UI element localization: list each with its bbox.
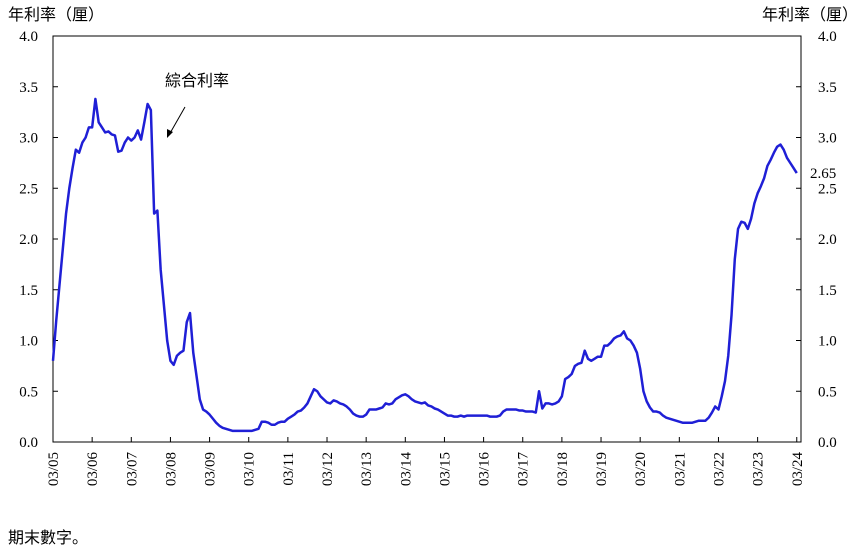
x-tick-label: 03/05 [46,452,62,486]
x-tick-label: 03/17 [516,452,532,487]
x-tick-label: 03/07 [124,452,140,487]
x-tick-label: 03/15 [437,452,453,486]
x-tick-label: 03/06 [85,452,101,487]
y-tick-label: 4.0 [19,29,38,45]
y-axis-label: 年利率（厘） [8,5,104,24]
y-tick-label: 2.0 [19,232,38,248]
x-tick-label: 03/18 [555,452,571,486]
y2-tick-label: 1.0 [818,334,837,350]
x-tick-label: 03/11 [281,452,297,486]
series-label: 綜合利率 [165,71,229,90]
y2-tick-label: 2.0 [818,232,837,248]
footnote: 期末數字。 [8,528,88,547]
x-tick-label: 03/12 [320,452,336,486]
x-tick-label: 03/19 [594,452,610,486]
y2-tick-label: 3.5 [818,80,837,96]
y2-tick-label: 2.5 [818,181,837,197]
y2-tick-label: 0.0 [818,435,837,451]
x-tick-label: 03/22 [711,452,727,486]
x-tick-label: 03/21 [672,452,688,486]
x-tick-label: 03/16 [477,452,493,487]
y-tick-label: 1.0 [19,334,38,350]
y2-tick-label: 3.0 [818,131,837,147]
x-tick-label: 03/09 [203,452,219,486]
x-tick-label: 03/10 [242,452,258,486]
y-tick-label: 1.5 [19,283,38,299]
plot-frame [52,35,802,443]
end-label: 2.65 [810,166,836,182]
y-tick-label: 3.0 [19,131,38,147]
y-tick-label: 2.5 [19,181,38,197]
x-tick-label: 03/24 [790,452,806,487]
y-tick-label: 3.5 [19,80,38,96]
y2-tick-label: 0.5 [818,384,837,400]
y2-tick-label: 4.0 [818,29,837,45]
y-tick-label: 0.0 [19,435,38,451]
y2-axis-label: 年利率（厘） [762,5,858,24]
annotation-arrow [168,106,186,136]
x-tick-label: 03/08 [163,452,179,486]
x-tick-label: 03/20 [633,452,649,486]
y2-tick-label: 1.5 [818,283,837,299]
line-series [51,97,798,433]
x-tick-label: 03/14 [398,452,414,487]
x-tick-label: 03/13 [359,452,375,486]
y-tick-label: 0.5 [19,384,38,400]
arrow-head [167,129,173,138]
x-tick-label: 03/23 [751,452,767,486]
